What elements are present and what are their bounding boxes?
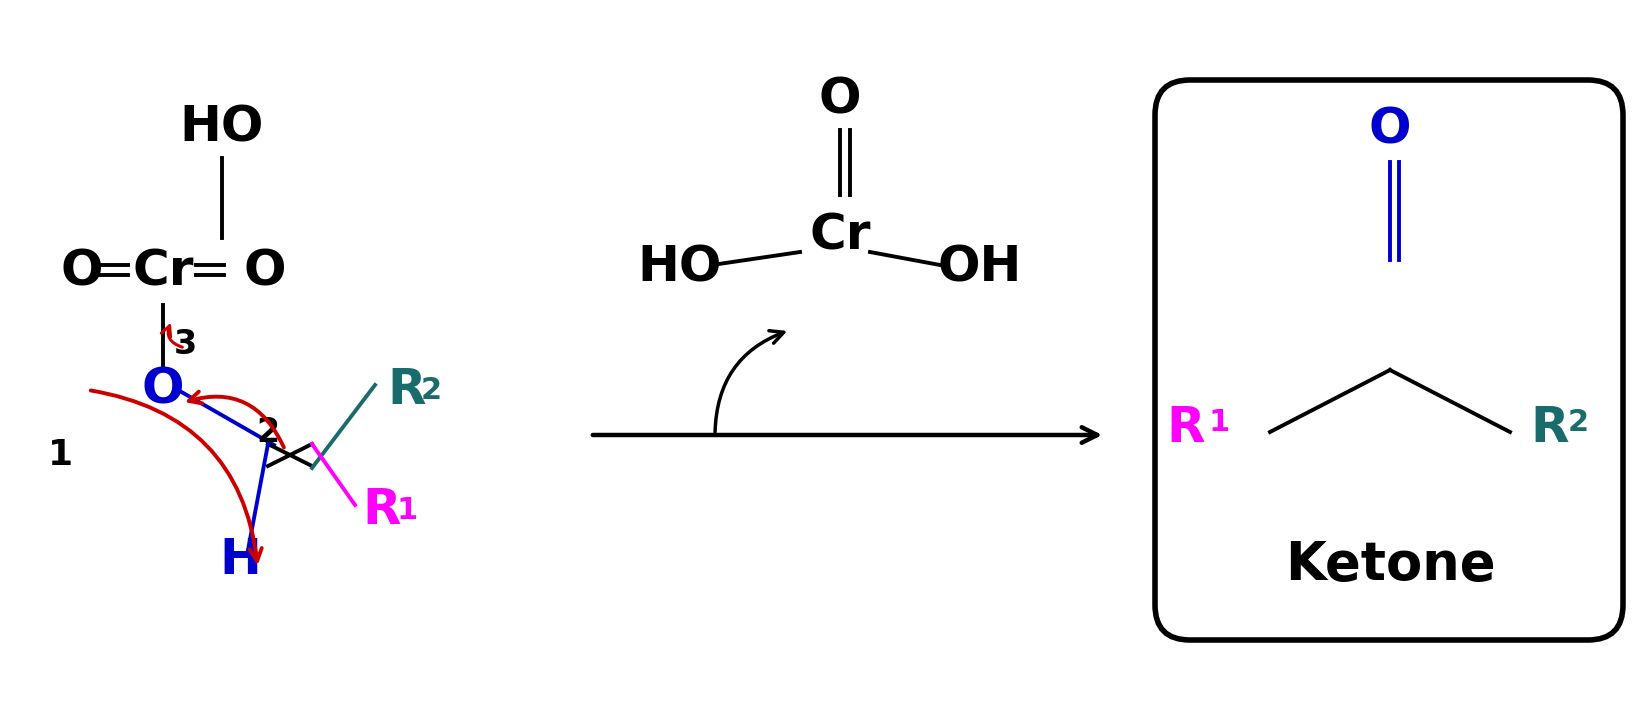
Text: 1: 1 (1209, 408, 1230, 437)
Text: 1: 1 (396, 496, 418, 525)
Text: HO: HO (637, 244, 721, 292)
Text: R: R (386, 366, 426, 414)
Text: 3: 3 (173, 329, 196, 361)
Text: O: O (819, 76, 862, 124)
Text: 2: 2 (1568, 408, 1590, 437)
Text: HO: HO (180, 104, 264, 152)
Text: O: O (243, 248, 286, 296)
Text: H: H (220, 536, 261, 584)
Text: O: O (61, 248, 104, 296)
FancyBboxPatch shape (1156, 80, 1623, 640)
Text: Ketone: Ketone (1284, 539, 1496, 591)
Text: O: O (1369, 106, 1412, 154)
Text: 2: 2 (256, 417, 279, 449)
Text: OH: OH (938, 244, 1022, 292)
Text: 1: 1 (48, 438, 73, 472)
Text: R: R (1167, 404, 1205, 452)
Text: R: R (362, 486, 401, 534)
Text: 2: 2 (421, 376, 442, 405)
Text: O: O (142, 366, 185, 414)
Text: R: R (1530, 404, 1568, 452)
Text: Cr: Cr (809, 211, 870, 259)
Text: Cr: Cr (132, 248, 193, 296)
